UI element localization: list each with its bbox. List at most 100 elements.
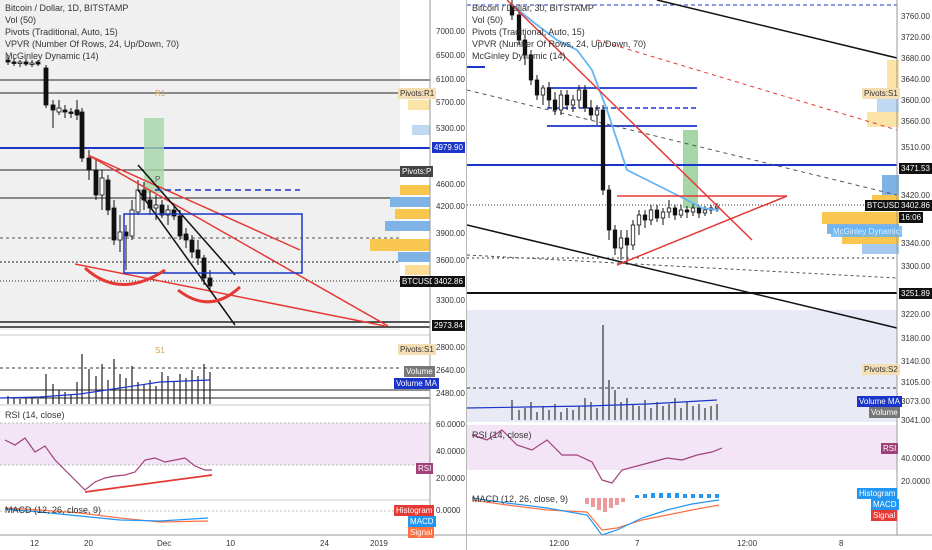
chart-title[interactable]: Bitcoin / Dollar, 1D, BITSTAMP [5, 3, 129, 13]
projection-line [467, 89, 898, 196]
candle-body [135, 189, 141, 213]
trendline-red [616, 195, 788, 266]
price-tick: 3600.00 [436, 256, 465, 265]
macd-histogram-bar [603, 498, 607, 512]
btcusd-tag: BTCUSD [400, 276, 437, 287]
price-pane-bg [0, 0, 400, 330]
candle-body [74, 109, 80, 116]
price-tag-4979: 4979.90 [432, 142, 465, 153]
price-tick: 3220.00 [901, 310, 930, 319]
candle-body [600, 109, 606, 191]
candle-body [93, 169, 99, 196]
candle-body [642, 214, 648, 221]
rsi-tick: 40.0000 [436, 447, 465, 456]
price-tick: 3600.00 [901, 96, 930, 105]
candle-body [558, 94, 564, 111]
time-tick: Dec [157, 539, 172, 548]
candle-body [648, 209, 654, 221]
range-box [123, 213, 303, 274]
candle-body [171, 209, 177, 217]
indicator-pivots[interactable]: Pivots (Traditional, Auto, 15) [472, 27, 585, 37]
rsi-legend[interactable]: RSI (14, close) [472, 430, 532, 440]
indicator-vpvr[interactable]: VPVR (Number Of Rows, 24, Up/Down, 70) [5, 39, 180, 49]
time-tick: 2019 [370, 539, 388, 548]
trendline-red [87, 154, 389, 327]
chart-title[interactable]: Bitcoin / Dollar, 30, BITSTAMP [472, 3, 594, 13]
macd-tag: MACD [871, 499, 899, 510]
time-tick: 20 [84, 539, 93, 548]
rsi-line [4, 437, 212, 491]
candle-body [99, 177, 105, 196]
price-tick: 3420.00 [901, 191, 930, 200]
price-tick: 3300.00 [901, 262, 930, 271]
intraday-chart-canvas[interactable] [467, 0, 932, 550]
candle-body [11, 61, 17, 64]
daily-chart-canvas[interactable] [0, 0, 466, 550]
time-tick: 12:00 [549, 539, 570, 548]
macd-histogram-bar [635, 495, 639, 498]
macd-line [471, 497, 720, 536]
rsi-legend[interactable]: RSI (14, close) [5, 410, 65, 420]
candle-body [195, 249, 201, 259]
macd-histogram-bar [683, 494, 687, 498]
macd-histogram-bar [707, 494, 711, 498]
macd-histogram-bar [585, 498, 589, 504]
candle-body [618, 237, 624, 249]
candle-body [564, 94, 570, 106]
mcginley-line [511, 4, 720, 211]
volume-pane-bg [467, 310, 897, 422]
price-tick: 3140.00 [901, 357, 930, 366]
macd-histogram-bar [643, 494, 647, 498]
macd-histogram-bar [621, 498, 625, 502]
candle-body [111, 207, 117, 241]
candle-body [528, 54, 534, 81]
candle-body [5, 59, 11, 63]
volume-tag: Volume [869, 407, 900, 418]
volume-ma-line [0, 379, 211, 399]
candle-body [690, 207, 696, 213]
price-tag-3251: 3251.89 [899, 288, 932, 299]
indicator-vpvr[interactable]: VPVR (Number Of Rows, 24, Up/Down, 70) [472, 39, 647, 49]
chart-panel-daily[interactable]: Bitcoin / Dollar, 1D, BITSTAMP Vol (50) … [0, 0, 466, 550]
signal-tag: Signal [871, 510, 898, 521]
macd-signal [471, 499, 720, 531]
bar-countdown-tag: 16:06 [899, 212, 924, 223]
time-tick: 8 [839, 539, 844, 548]
candle-body [23, 61, 29, 65]
rsi-tick: 20.0000 [901, 477, 930, 486]
candle-body [177, 215, 183, 237]
candle-body [35, 61, 41, 65]
candle-body [588, 107, 594, 116]
price-tick: 4600.00 [436, 180, 465, 189]
candle-body [606, 189, 612, 231]
rsi-band [467, 425, 897, 470]
macd-histogram-bar [675, 493, 679, 498]
macd-legend[interactable]: MACD (12, 26, close, 9) [472, 494, 569, 504]
intraday-volume-bars [511, 325, 718, 420]
price-tick: 3510.00 [901, 143, 930, 152]
channel-line [137, 189, 236, 326]
candle-body [29, 62, 35, 65]
candle-body [552, 99, 558, 111]
candle-body [666, 207, 672, 213]
pivot-r1-label: R1 [155, 89, 166, 98]
price-tag-3471: 3471.53 [899, 163, 932, 174]
candle-body [129, 209, 135, 237]
indicator-vol[interactable]: Vol (50) [5, 15, 37, 25]
chart-panel-30m[interactable]: Bitcoin / Dollar, 30, BITSTAMP Vol (50) … [466, 0, 932, 550]
candle-body [79, 111, 85, 159]
price-tick: 3720.00 [901, 33, 930, 42]
indicator-pivots[interactable]: Pivots (Traditional, Auto, 15) [5, 27, 118, 37]
indicator-vol[interactable]: Vol (50) [472, 15, 504, 25]
indicator-mcginley[interactable]: McGinley Dynamic (14) [472, 51, 566, 61]
price-tick: 4200.00 [436, 202, 465, 211]
macd-legend[interactable]: MACD (12, 26, close, 9) [5, 505, 102, 515]
candle-body [56, 107, 62, 113]
vpvr-histogram [370, 100, 430, 275]
macd-histogram-bar [667, 493, 671, 498]
indicator-mcginley[interactable]: McGinley Dynamic (14) [5, 51, 99, 61]
pivot-r1-tag: Pivots:R1 [398, 88, 437, 99]
price-tick: 3760.00 [901, 12, 930, 21]
price-tick: 3300.00 [436, 296, 465, 305]
candle-body [702, 209, 708, 214]
